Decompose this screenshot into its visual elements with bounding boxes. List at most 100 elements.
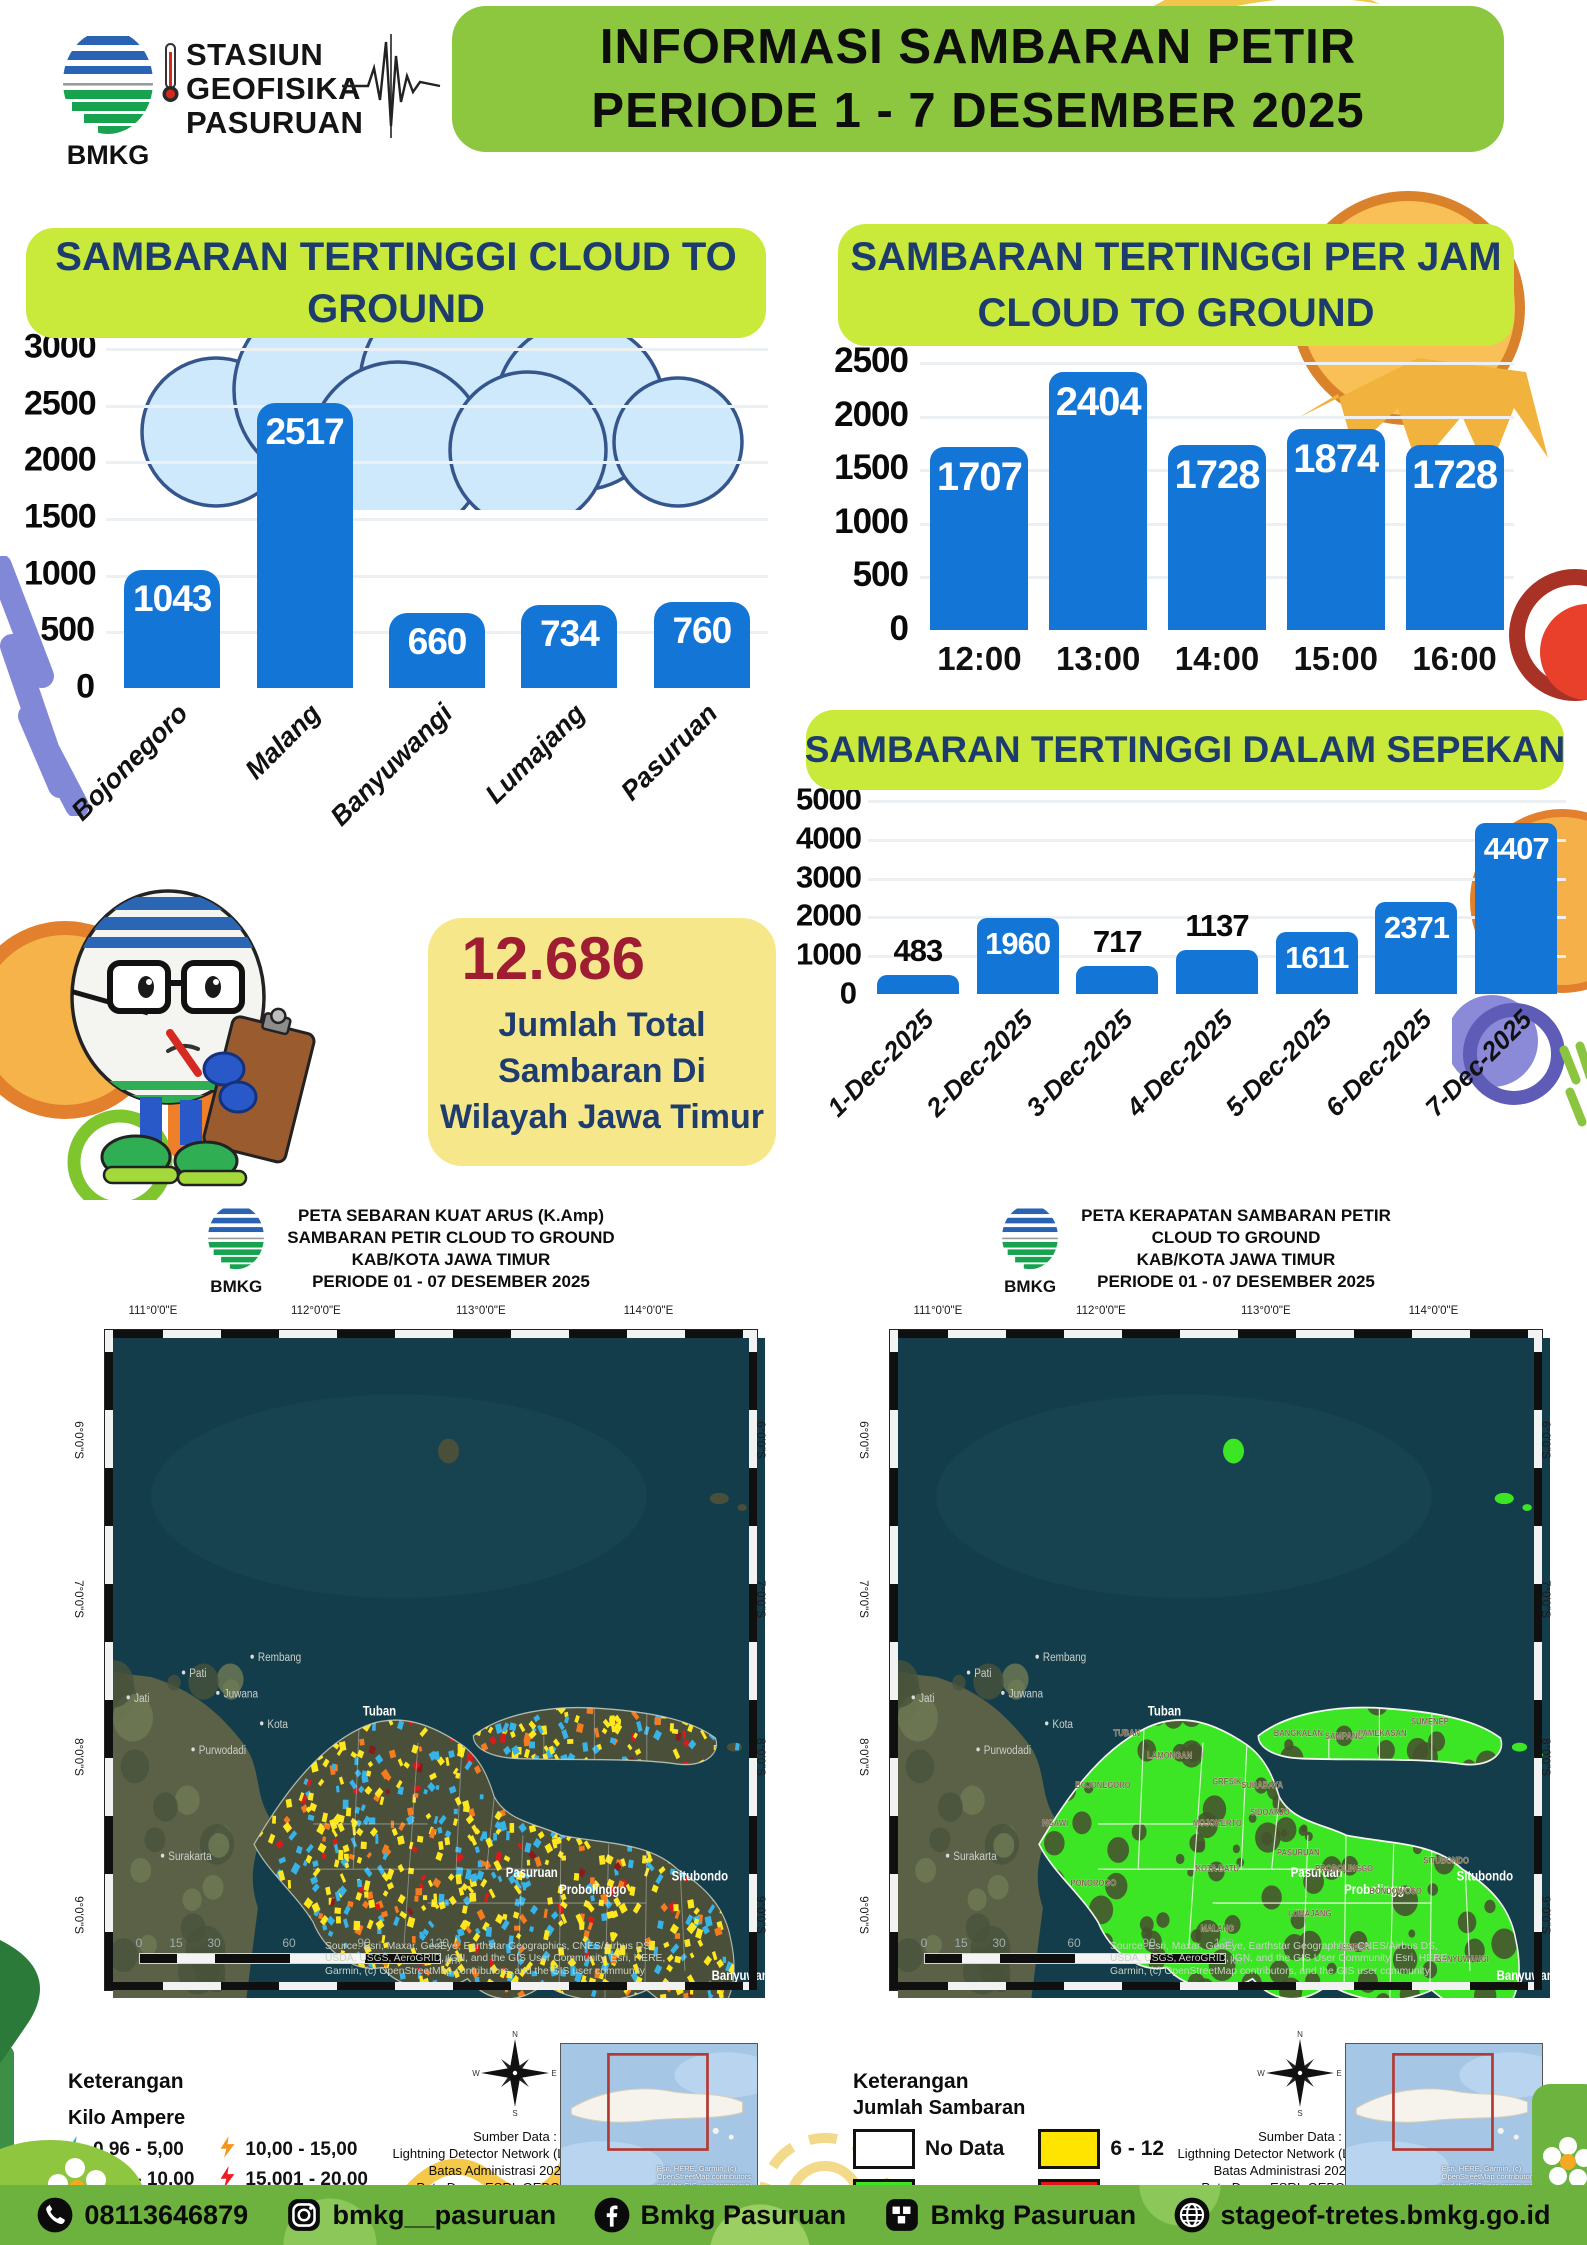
svg-text:Tuban: Tuban — [1148, 1704, 1181, 1719]
svg-text:TUBAN: TUBAN — [1113, 1727, 1140, 1738]
bar-value: 483 — [893, 933, 943, 969]
y-tick-label: 2500 — [834, 341, 909, 381]
legend-title: Keterangan — [853, 2070, 969, 2093]
bar-value: 1728 — [1174, 452, 1260, 497]
latitude-label: 9°0'0"S — [71, 1896, 84, 1935]
svg-text:LUMAJANG: LUMAJANG — [1288, 1908, 1331, 1919]
source-line: Garmin, (c) OpenStreetMap contributors, … — [1110, 1965, 1430, 1977]
x-category-label: 14:00 — [1174, 640, 1260, 677]
svg-text:Jati: Jati — [134, 1692, 150, 1705]
latitude-label: 8°0'0"S — [856, 1738, 869, 1776]
svg-text:SURABAYA: SURABAYA — [1241, 1779, 1283, 1790]
sumber-line: Sumber Data : — [1258, 2129, 1342, 2144]
chart-per-jam: 2500 2000 1500 1000 500 0 1707 2404 1728 1874 172… — [824, 341, 1514, 694]
svg-text:E: E — [551, 2069, 556, 2078]
contact-facebook[interactable]: Bmkg Pasuruan — [593, 2196, 847, 2234]
total-caption-line: Jumlah Total Sambaran Di — [498, 1006, 706, 1090]
legend-item-label: No Data — [925, 2137, 1005, 2160]
contact-globe[interactable]: stageof-tretes.bmkg.go.id — [1173, 2196, 1551, 2234]
longitude-label: 114°0'0"E — [1408, 1305, 1459, 1317]
inset-attribution-line: OpenStreetMap contributors, — [656, 2172, 753, 2181]
x-category-label: 16:00 — [1412, 640, 1497, 677]
svg-text:LAMONGAN: LAMONGAN — [1147, 1750, 1192, 1761]
green-marks-decoration — [1559, 1041, 1587, 1127]
svg-text:Purwodadi: Purwodadi — [984, 1744, 1031, 1757]
svg-text:N: N — [512, 2030, 518, 2039]
bar-Banyuwangi: 660 — [389, 613, 486, 688]
contact-whatsapp[interactable]: 08113646879 — [36, 2196, 248, 2234]
scale-tick: 15 — [954, 1936, 968, 1950]
legend-item: 10,00 - 15,00 — [220, 2135, 368, 2165]
bar-value: 660 — [407, 621, 468, 663]
bar-value: 717 — [1092, 924, 1143, 960]
svg-text:S: S — [512, 2109, 517, 2117]
source-line: Source: Esri, Maxar, GeoEye, Earthstar G… — [1110, 1940, 1438, 1952]
y-tick-label: 1500 — [834, 448, 909, 488]
legend-title: Keterangan — [68, 2070, 184, 2093]
contact-label: stageof-tretes.bmkg.go.id — [1220, 2199, 1551, 2230]
svg-text:PAMEKASAN: PAMEKASAN — [1358, 1727, 1407, 1738]
map-scalebar: 0 15 30 60 90 120 km — [920, 1936, 1254, 1967]
instagram-icon — [285, 2196, 323, 2234]
bar-7-Dec-2025: 4407 — [1475, 823, 1558, 994]
svg-text:Situbondo: Situbondo — [1457, 1869, 1514, 1884]
svg-text:Kota: Kota — [267, 1718, 288, 1731]
longitude-label: 113°0'0"E — [1241, 1305, 1291, 1317]
bar-Lumajang: 734 — [521, 604, 618, 688]
inset-overview-map: Esri, HERE, Garmin, (c) OpenStreetMap con… — [1325, 2043, 1563, 2196]
y-tick-label: 2000 — [834, 394, 909, 434]
chart-sepekan: 5000 4000 3000 2000 1000 0 483 1960 717 1137 1611… — [796, 781, 1566, 1164]
page-title: INFORMASI SAMBARAN PETIR PERIODE 1 - 7 D… — [452, 6, 1504, 152]
scale-tick: 0 — [920, 1936, 928, 1950]
map-canvas: Pati Rembang Juwana Jati Purwodadi Surakarta K… — [889, 1329, 1550, 1998]
contact-pixel-social[interactable]: Bmkg Pasuruan — [883, 2196, 1136, 2234]
inset-attribution-line: Esri, HERE, Garmin, (c) — [656, 2163, 737, 2173]
chart3-title-line: SAMBARAN TERTINGGI DALAM SEPEKAN — [804, 729, 1566, 770]
legend-swatch — [1038, 2129, 1101, 2169]
bmkg-logo — [58, 26, 158, 138]
x-category-label: Malang — [238, 698, 326, 785]
bar-12:00: 1707 — [930, 447, 1029, 630]
svg-text:Tuban: Tuban — [363, 1704, 396, 1719]
inset-attribution-line: OpenStreetMap contributors, — [1441, 2172, 1538, 2181]
svg-text:BOJONEGORO: BOJONEGORO — [1075, 1779, 1131, 1790]
svg-text:E: E — [1336, 2069, 1341, 2078]
svg-text:Pati: Pati — [974, 1667, 991, 1680]
legend-item: No Data — [853, 2129, 1004, 2169]
scale-tick: 120 — [428, 1936, 450, 1950]
map-title: PETA SEBARAN KUAT ARUS (K.Amp) SAMBARAN P… — [287, 1205, 614, 1293]
svg-text:Probolinggo: Probolinggo — [559, 1882, 627, 1897]
scale-tick: 0 — [135, 1936, 143, 1950]
chart3-title: SAMBARAN TERTINGGI DALAM SEPEKAN — [804, 710, 1566, 790]
map-title-line: PETA SEBARAN KUAT ARUS (K.Amp) — [297, 1206, 604, 1225]
bar-3-Dec-2025: 717 — [1076, 924, 1159, 994]
scale-unit: km — [445, 1953, 461, 1967]
svg-text:JEMBER: JEMBER — [1338, 1942, 1370, 1953]
bar-value: 1611 — [1285, 939, 1349, 975]
x-category-label: 1-Dec-2025 — [820, 1004, 940, 1123]
page-title-line: PERIODE 1 - 7 DESEMBER 2025 — [591, 84, 1365, 138]
map-title-line: PERIODE 01 - 07 DESEMBER 2025 — [312, 1272, 590, 1291]
svg-text:KOTA BATU: KOTA BATU — [1196, 1863, 1239, 1874]
longitude-label: 114°0'0"E — [623, 1305, 674, 1317]
total-caption-line: Wilayah Jawa Timur — [439, 1098, 765, 1136]
whatsapp-icon — [36, 2196, 74, 2234]
contact-label: Bmkg Pasuruan — [640, 2199, 847, 2230]
inset-attribution-line: Esri, HERE, Garmin, (c) — [1441, 2163, 1522, 2173]
map-title-line: KAB/KOTA JAWA TIMUR — [351, 1250, 551, 1269]
legend-item: 15,001 - 20,00 — [220, 2165, 368, 2195]
svg-text:PASURUAN: PASURUAN — [1277, 1847, 1320, 1858]
svg-text:Purwodadi: Purwodadi — [199, 1744, 246, 1757]
thermometer-icon — [162, 43, 179, 102]
inset-overview-map: Esri, HERE, Garmin, (c) OpenStreetMap con… — [540, 2043, 778, 2196]
compass-icon: N E S W — [390, 2029, 640, 2122]
contact-instagram[interactable]: bmkg__pasuruan — [285, 2196, 557, 2234]
chart2-title-line: CLOUD TO GROUND — [977, 291, 1375, 335]
map-kerapatan: BMKG PETA KERAPATAN SAMBARAN PETIR CLOUD … — [845, 1193, 1563, 2245]
svg-text:Probolinggo: Probolinggo — [1344, 1882, 1412, 1897]
bar-value: 1874 — [1293, 437, 1379, 482]
bar-Pasuruan: 760 — [653, 601, 750, 688]
y-tick-label: 0 — [76, 667, 95, 706]
contact-label: bmkg__pasuruan — [332, 2199, 557, 2230]
